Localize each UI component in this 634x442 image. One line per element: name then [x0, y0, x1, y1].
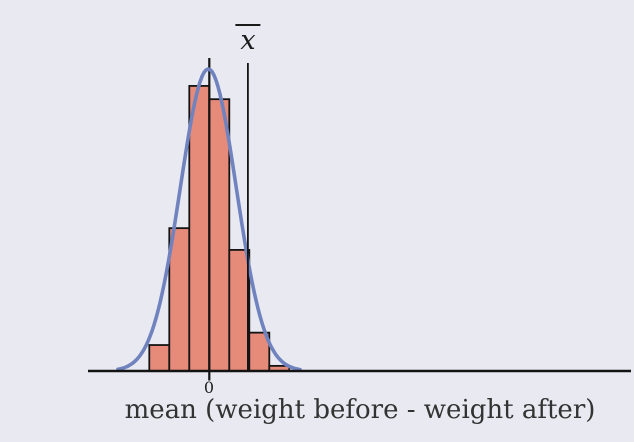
xbar-label: x	[235, 24, 261, 54]
normal-curve	[116, 67, 302, 372]
zero-tick-label: 0	[203, 378, 215, 397]
histogram-bar	[188, 85, 211, 372]
histogram-bar	[148, 344, 171, 372]
x-axis-label: mean (weight before - weight after)	[124, 395, 596, 425]
histogram-bar	[228, 248, 251, 372]
xbar-annotation: x	[235, 24, 261, 54]
histogram-bar	[208, 98, 231, 372]
